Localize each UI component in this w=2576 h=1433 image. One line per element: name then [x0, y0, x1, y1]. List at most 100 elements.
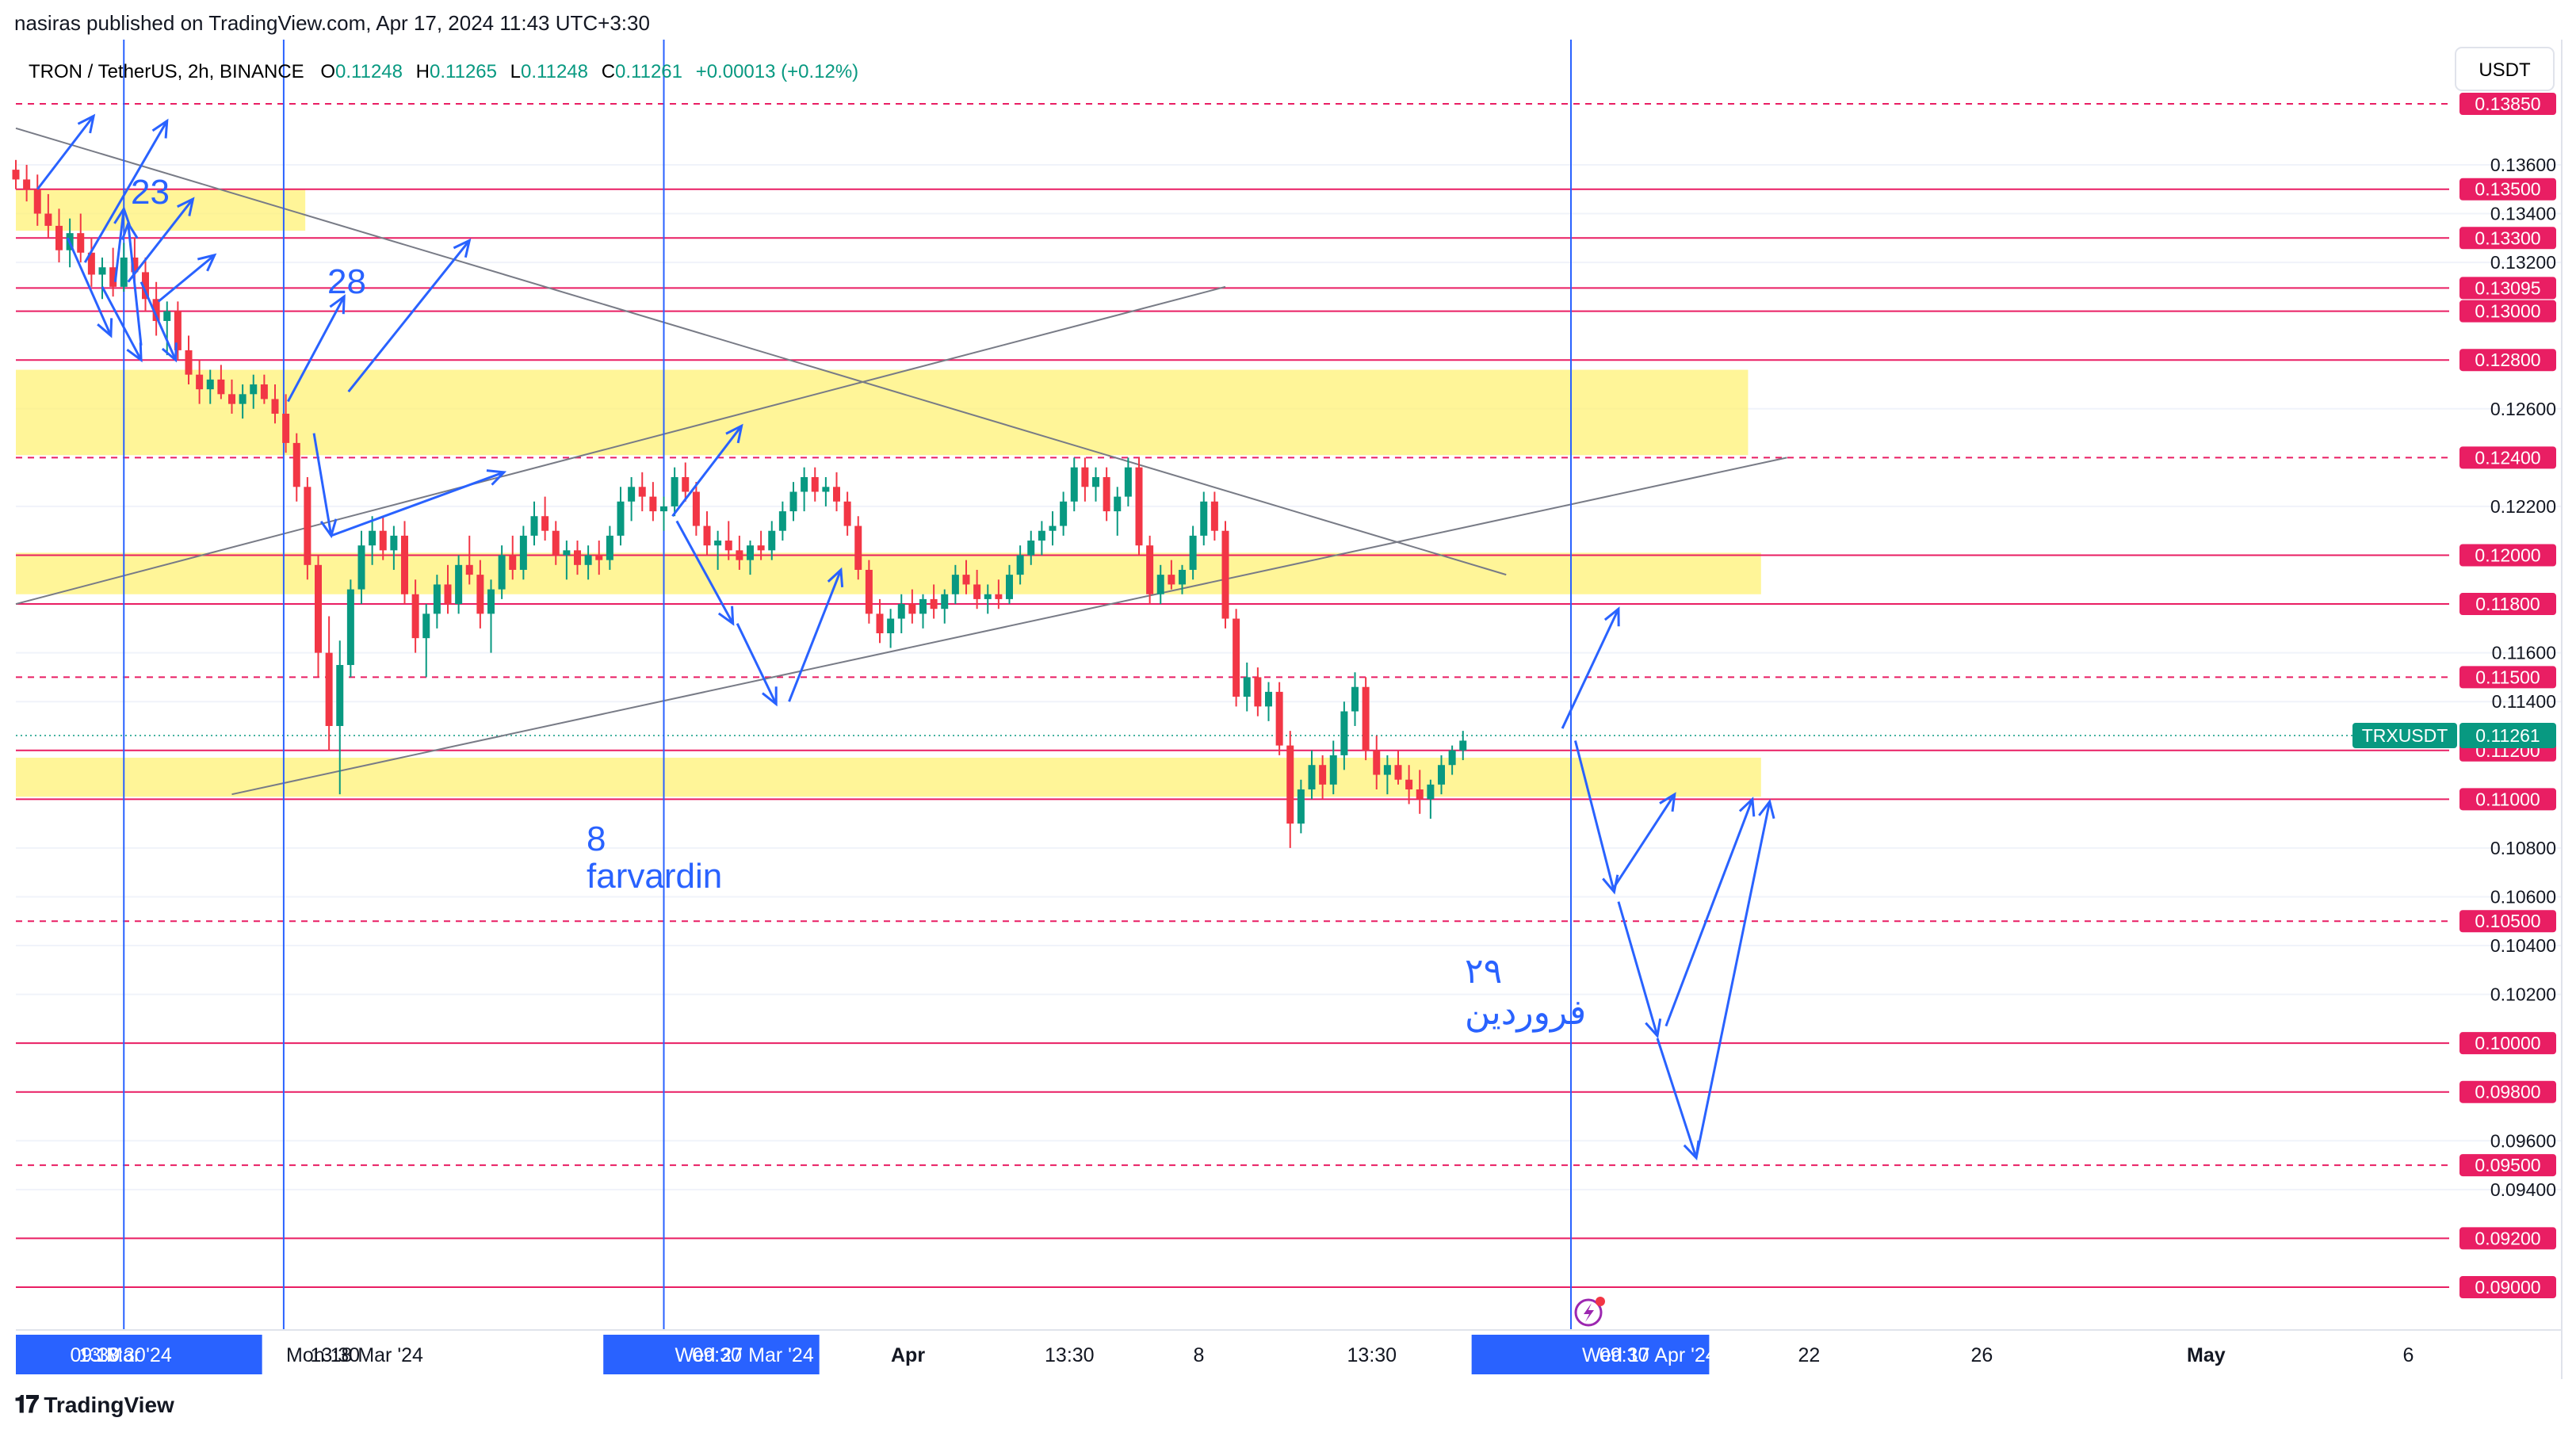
candle-body	[1210, 501, 1218, 531]
candle-body	[206, 379, 214, 390]
candle-body	[109, 267, 117, 287]
candle	[811, 467, 819, 502]
svg-text:TRON / TetherUS, 2h, BINANCE: TRON / TetherUS, 2h, BINANCE O0.11248 H0…	[29, 61, 858, 82]
candle-body	[919, 598, 927, 614]
candle	[77, 213, 85, 263]
lightning-icon[interactable]	[1574, 1297, 1605, 1327]
candle-body	[1049, 525, 1057, 531]
time-tick: 13:30	[311, 1344, 361, 1366]
arrow-shaft	[127, 198, 194, 283]
candle	[1362, 677, 1370, 761]
projection-arrow	[1695, 799, 1775, 1159]
arrow-shaft	[287, 296, 346, 403]
price-tick: 0.10800	[2490, 838, 2556, 858]
projection-arrow	[36, 113, 96, 190]
price-tick: 0.10400	[2490, 935, 2556, 956]
level-tag-bg	[2459, 227, 2556, 250]
arrow-shaft	[127, 223, 143, 346]
candle-body	[1200, 501, 1208, 536]
candle	[724, 521, 732, 560]
candle	[584, 545, 592, 580]
time-tick: Mon 18 Mar '24	[286, 1344, 423, 1366]
candle	[1038, 521, 1045, 556]
arrow-shaft	[671, 425, 743, 518]
candle-body	[865, 569, 873, 614]
level-tag-bg	[2459, 1154, 2556, 1177]
candle-body	[1233, 618, 1240, 697]
symbol-title: TRON / TetherUS, 2h, BINANCE	[29, 61, 304, 82]
candle	[476, 560, 484, 629]
candle	[1319, 755, 1327, 800]
candle	[33, 174, 41, 226]
arrow-head	[161, 342, 178, 363]
candle	[217, 365, 225, 399]
arrow-head	[97, 318, 113, 338]
projection-arrow	[140, 281, 178, 363]
candle-body	[239, 394, 247, 404]
level-tag-bg	[2459, 544, 2556, 567]
candle	[1135, 457, 1143, 556]
candle	[1124, 457, 1132, 506]
candle	[649, 482, 657, 522]
tradingview-logo[interactable]: 𝟏𝟕 TradingView	[14, 1392, 174, 1419]
projection-arrow	[675, 520, 735, 626]
candle-body	[811, 476, 819, 492]
candle-body	[1383, 765, 1391, 775]
candle	[12, 159, 20, 189]
arrow-shaft	[1613, 793, 1676, 888]
candle-body	[271, 399, 279, 414]
arrow-shaft	[113, 208, 125, 282]
candle	[1070, 457, 1078, 512]
candle	[1200, 491, 1208, 546]
candle-body	[973, 584, 981, 599]
low-value: 0.11248	[521, 61, 588, 82]
arrow-head	[725, 423, 743, 444]
annotation-28: 28	[327, 262, 366, 301]
arrow-head	[126, 342, 143, 363]
time-tick: 09:30	[71, 1344, 120, 1366]
projection-arrow	[287, 294, 346, 403]
candle	[941, 589, 949, 624]
price-tick: 0.10200	[2490, 984, 2556, 1005]
candle	[617, 487, 625, 546]
price-axis-level-tags: 0.13850 0.13500 0.13300 0.13095 0.13000 0.128…	[2352, 93, 2556, 1298]
candle-body	[401, 535, 408, 594]
projection-arrow	[347, 238, 472, 393]
candle	[801, 467, 808, 512]
candle	[174, 301, 182, 361]
projection-arrow	[113, 205, 131, 282]
candle-body	[1448, 750, 1456, 766]
candle-body	[1405, 779, 1413, 790]
candle-body	[660, 506, 667, 512]
candle-body	[649, 496, 657, 512]
candle-body	[55, 225, 63, 250]
candle-body	[897, 604, 905, 619]
level-tag: 0.13095	[2459, 277, 2556, 300]
candle	[919, 594, 927, 629]
trendline	[15, 285, 1226, 606]
currency-button[interactable]: USDT	[2455, 47, 2555, 91]
level-tag-bg	[2459, 178, 2556, 201]
candle	[1265, 682, 1272, 721]
time-tick: 13:30	[1347, 1344, 1397, 1366]
candle	[1297, 779, 1305, 834]
candle	[519, 525, 527, 580]
level-tag-label: 0.09800	[2475, 1082, 2540, 1102]
candle-body	[843, 501, 851, 526]
candle-body	[768, 530, 776, 551]
arrow-head	[197, 253, 217, 272]
candle-body	[962, 575, 970, 585]
level-tag-bg	[2459, 910, 2556, 933]
candle-body	[44, 213, 52, 226]
candle-body	[1092, 476, 1099, 487]
candle-body	[455, 564, 463, 605]
arrow-head	[77, 113, 96, 134]
candle-body	[1027, 541, 1035, 556]
time-tick: 09:30	[1599, 1344, 1649, 1366]
candle-body	[995, 594, 1003, 599]
candle	[606, 525, 613, 570]
projection-arrow	[736, 623, 778, 707]
price-tick: 0.11600	[2492, 643, 2556, 663]
candle-body	[315, 564, 322, 653]
